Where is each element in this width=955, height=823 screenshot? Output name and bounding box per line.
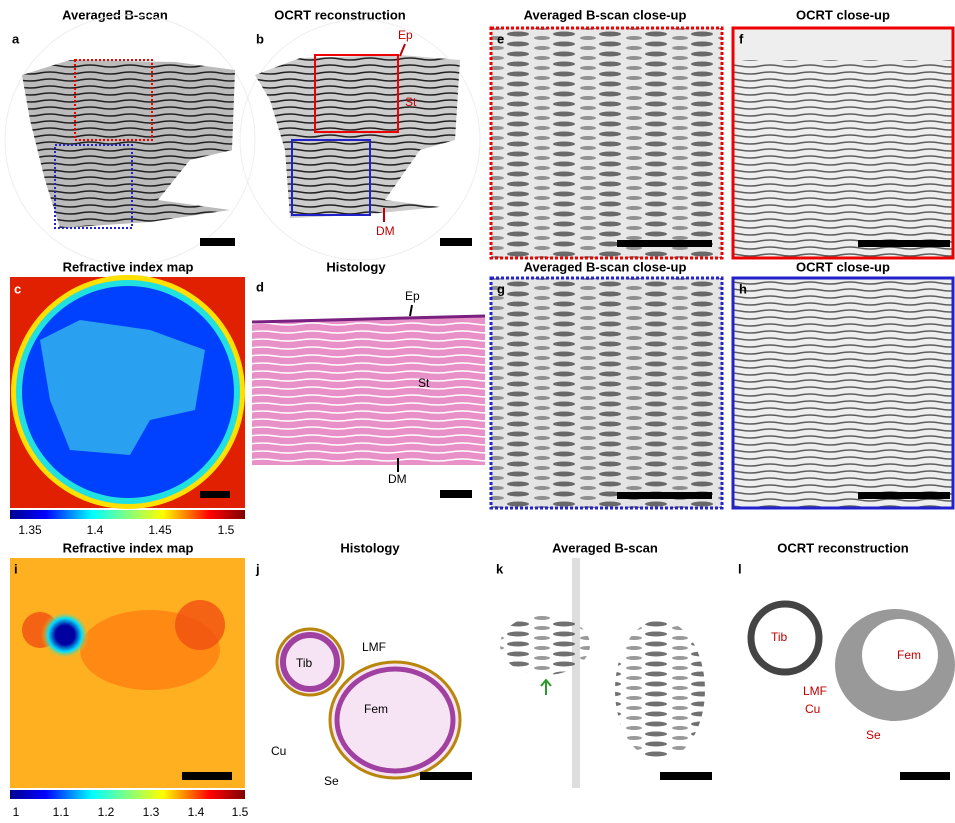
panel-b: OCRT reconstruction b Ep St DM: [240, 7, 480, 260]
tissue-texture: [255, 55, 460, 218]
scale-bar: [440, 490, 472, 498]
annotation: Cu: [271, 744, 286, 758]
panel-letter: a: [12, 31, 20, 46]
panel-c: Refractive index map c 1.35 1.4 1.45 1.5: [10, 259, 245, 537]
colorbar-tick-label: 1.45: [148, 523, 172, 537]
annotation: Se: [324, 774, 339, 788]
panel-letter: l: [738, 561, 742, 576]
panel-title: Averaged B-scan: [552, 540, 658, 555]
femur: [330, 662, 460, 778]
panel-letter: i: [14, 561, 18, 576]
panel-title: OCRT close-up: [796, 7, 890, 22]
annotation: Ep: [405, 289, 420, 303]
panel-letter: b: [256, 31, 264, 46]
arrow: [400, 44, 405, 56]
annotation: Fem: [364, 702, 388, 716]
panel-letter: c: [14, 281, 21, 296]
panel-title: OCRT reconstruction: [777, 540, 909, 555]
annotation: Cu: [805, 702, 820, 716]
colorbar-tick-label: 1.1: [53, 805, 70, 819]
panel-i: Refractive index map i 1 1.1 1.2 1.3 1.4…: [10, 540, 249, 819]
region: [175, 600, 225, 650]
panel-title: Averaged B-scan close-up: [524, 7, 687, 22]
colorbar-tick-label: 1: [13, 805, 20, 819]
scale-bar: [200, 491, 230, 498]
panel-title: Histology: [326, 259, 386, 274]
colorbar-tick-label: 1.4: [87, 523, 104, 537]
panel-title: Refractive index map: [63, 540, 194, 555]
panel-j: Histology j Tib LMF Fem Cu Se: [255, 540, 472, 788]
annotation: Fem: [897, 648, 921, 662]
panel-title: Refractive index map: [63, 259, 194, 274]
panel-letter: d: [256, 279, 264, 294]
colorbar: [10, 510, 245, 519]
panel-letter: e: [497, 31, 504, 46]
panel-e: Averaged B-scan close-up e: [491, 7, 722, 258]
scale-bar: [858, 492, 950, 499]
colorbar-tick-label: 1.3: [143, 805, 160, 819]
histology-texture: [252, 316, 485, 465]
scale-bar: [900, 772, 950, 780]
annotation: St: [405, 95, 417, 109]
annotation: St: [418, 376, 430, 390]
figure: Averaged B-scan a OCRT reconstruction b …: [0, 0, 955, 823]
panel-l: OCRT reconstruction l Tib Fem LMF Cu Se: [738, 540, 955, 780]
annotation: Tib: [296, 656, 313, 670]
colorbar-tick-label: 1.35: [18, 523, 42, 537]
annotation: DM: [388, 472, 407, 486]
scale-bar: [182, 772, 232, 780]
panel-letter: j: [255, 561, 260, 576]
arrow: [410, 305, 412, 316]
panel-letter: f: [739, 31, 744, 46]
panel-title: OCRT close-up: [796, 259, 890, 274]
annotation: LMF: [362, 640, 386, 654]
panel-k: Averaged B-scan k: [496, 540, 712, 788]
colorbar-tick-label: 1.2: [98, 805, 115, 819]
panel-title: Averaged B-scan: [62, 7, 168, 22]
femur-scan: [615, 620, 705, 760]
scale-bar: [440, 238, 472, 246]
scale-bar: [617, 492, 712, 499]
annotation: Tib: [771, 630, 788, 644]
panel-f: OCRT close-up f: [733, 7, 953, 258]
image-texture: [733, 60, 953, 258]
panel-a: Averaged B-scan a: [5, 7, 255, 265]
colorbar-tick-label: 1.4: [188, 805, 205, 819]
arrow: [541, 680, 551, 695]
panel-letter: h: [739, 281, 747, 296]
colorbar: [10, 790, 245, 799]
panel-d: Histology d Ep St DM: [252, 259, 485, 498]
image-texture: [491, 28, 722, 258]
image-texture: [491, 278, 722, 508]
annotation: LMF: [803, 684, 827, 698]
ring: [41, 611, 89, 659]
colorbar-tick-label: 1.5: [218, 523, 235, 537]
panel-title: OCRT reconstruction: [274, 7, 406, 22]
scale-bar: [420, 772, 472, 780]
annotation: Ep: [398, 28, 413, 42]
colorbar-tick-label: 1.5: [232, 805, 249, 819]
annotation: Se: [866, 728, 881, 742]
panel-title: Averaged B-scan close-up: [524, 259, 687, 274]
panel-h: OCRT close-up h: [733, 259, 953, 508]
scale-bar: [617, 240, 712, 247]
scale-bar: [858, 240, 950, 247]
image-texture: [733, 278, 953, 508]
tibia-scan: [500, 615, 590, 675]
panel-letter: k: [496, 561, 504, 576]
panel-g: Averaged B-scan close-up g: [491, 259, 722, 508]
artifact: [572, 558, 580, 788]
scale-bar: [200, 238, 235, 246]
panel-title: Histology: [340, 540, 400, 555]
annotation: DM: [376, 224, 395, 238]
panel-letter: g: [497, 281, 505, 296]
scale-bar: [660, 772, 712, 780]
